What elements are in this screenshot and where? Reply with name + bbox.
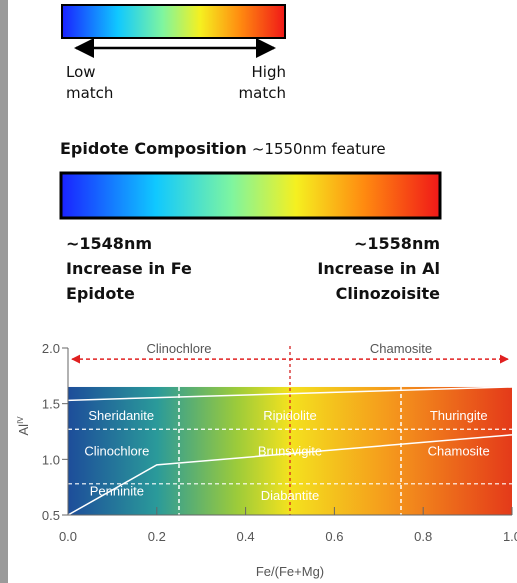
label: Increase in Al: [317, 259, 440, 278]
x-tick-label: 0.0: [59, 529, 77, 544]
label: High: [252, 63, 286, 81]
y-axis-label-sup: IV: [16, 416, 25, 424]
color-bar: [61, 173, 440, 218]
label: ~1548nm: [66, 234, 152, 253]
y-tick-label: 0.5: [42, 508, 60, 523]
group-label: Clinochlore: [146, 341, 211, 356]
label: Low: [66, 63, 96, 81]
y-axis-label: AlIV: [16, 416, 31, 436]
side-strip: [0, 0, 8, 583]
y-tick-label: 2.0: [42, 341, 60, 356]
field-label: Sheridanite: [88, 408, 154, 423]
label: ~1558nm: [354, 234, 440, 253]
chart: Sheridanite Ripidolite Thuringite Clinochlo…: [16, 341, 517, 579]
field-label: Penninite: [90, 484, 144, 499]
field-label: Diabantite: [261, 488, 320, 503]
field-label: Ripidolite: [263, 408, 316, 423]
x-tick-label: 1.0: [503, 529, 517, 544]
label: match: [239, 84, 286, 102]
y-axis-label-main: Al: [16, 424, 31, 436]
label: Increase in Fe: [66, 259, 192, 278]
label: match: [66, 84, 113, 102]
x-tick-label: 0.2: [148, 529, 166, 544]
figure: Low match High match Epidote Composition…: [0, 0, 517, 583]
field-label: Clinochlore: [84, 443, 149, 458]
label: Clinozoisite: [336, 284, 441, 303]
y-tick-label: 1.0: [42, 452, 60, 467]
x-tick-label: 0.4: [237, 529, 255, 544]
x-tick-label: 0.6: [325, 529, 343, 544]
x-axis-label: Fe/(Fe+Mg): [256, 564, 324, 579]
field-label: Thuringite: [430, 408, 488, 423]
field-label: Brunsvigite: [258, 443, 322, 458]
group-label: Chamosite: [370, 341, 432, 356]
heading: Epidote Composition ~1550nm feature: [60, 139, 386, 158]
y-tick-label: 1.5: [42, 397, 60, 412]
field-label: Chamosite: [428, 443, 490, 458]
x-tick-label: 0.8: [414, 529, 432, 544]
subtitle: ~1550nm feature: [252, 140, 386, 158]
label: Epidote: [66, 284, 135, 303]
color-bar: [62, 5, 285, 38]
title: Epidote Composition: [60, 139, 247, 158]
